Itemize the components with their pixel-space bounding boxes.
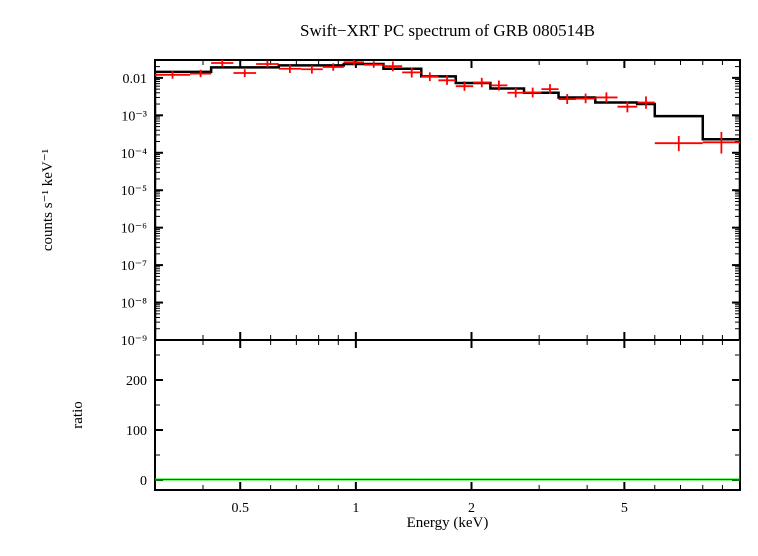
svg-text:0.01: 0.01: [123, 72, 148, 87]
svg-text:5: 5: [621, 501, 628, 516]
svg-text:200: 200: [126, 374, 147, 389]
bottom-panel-frame: [155, 340, 740, 490]
svg-text:0: 0: [140, 474, 147, 489]
svg-text:0.5: 0.5: [231, 501, 249, 516]
svg-text:10⁻⁴: 10⁻⁴: [121, 147, 147, 162]
spectrum-chart: Swift−XRT PC spectrum of GRB 080514B 0.5 1…: [0, 0, 758, 556]
chart-title: Swift−XRT PC spectrum of GRB 080514B: [300, 21, 595, 40]
x-axis-label: Energy (keV): [407, 515, 489, 531]
svg-text:10⁻⁶: 10⁻⁶: [121, 222, 147, 237]
svg-text:2: 2: [468, 501, 475, 516]
svg-text:10⁻³: 10⁻³: [121, 109, 147, 124]
model-step-line: [155, 64, 740, 340]
top-panel-content: [155, 59, 740, 340]
svg-text:100: 100: [126, 424, 147, 439]
spectrum-data-points: [155, 59, 740, 154]
svg-text:10⁻⁷: 10⁻⁷: [121, 259, 147, 274]
svg-text:10⁻⁹: 10⁻⁹: [121, 334, 147, 349]
y-axis-bottom-label: ratio: [70, 401, 86, 429]
svg-text:1: 1: [352, 501, 359, 516]
svg-text:10⁻⁵: 10⁻⁵: [121, 184, 147, 199]
bottom-panel-content: [155, 340, 740, 480]
svg-text:10⁻⁸: 10⁻⁸: [121, 297, 147, 312]
y-axis-top-label: counts s⁻¹ keV⁻¹: [40, 149, 56, 251]
